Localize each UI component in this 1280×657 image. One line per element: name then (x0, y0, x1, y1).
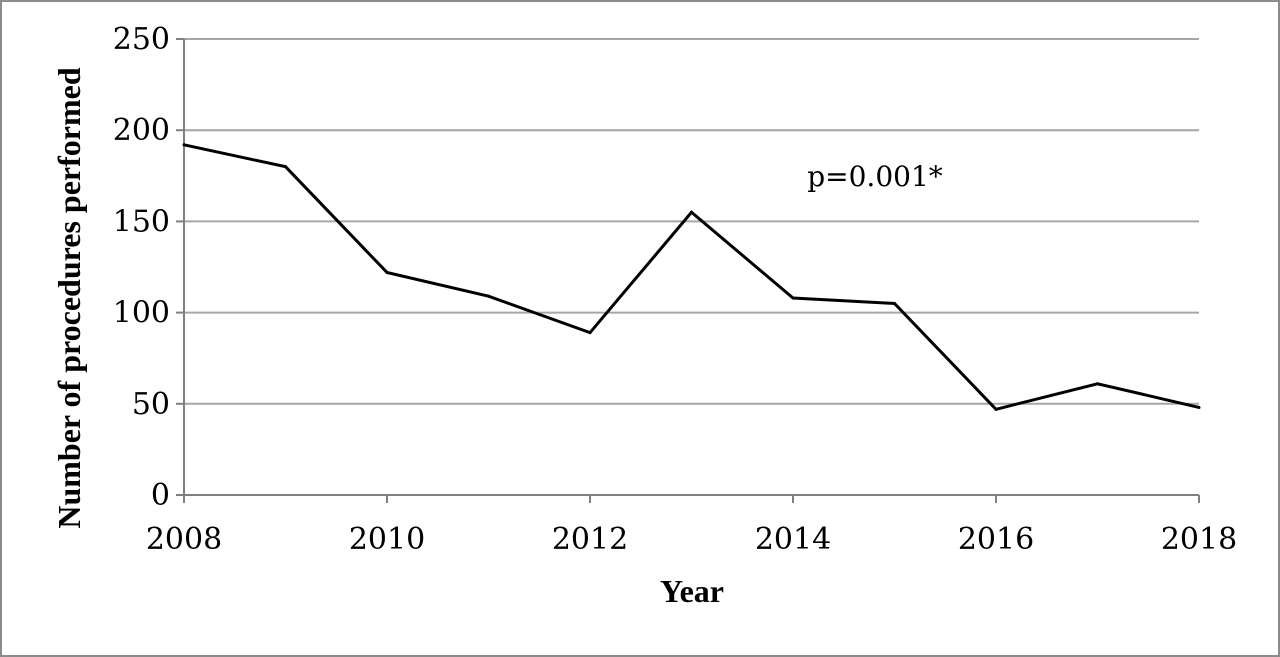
x-tick-label: 2010 (349, 522, 425, 557)
data-point-2012 (588, 331, 592, 335)
data-point-2017 (1096, 382, 1099, 386)
data-point-2015 (893, 301, 896, 305)
data-point-2010 (385, 270, 389, 274)
data-point-2013 (690, 210, 693, 214)
data-point-2018 (1197, 405, 1201, 409)
x-tick-label: 2016 (958, 522, 1034, 557)
data-point-2011 (487, 294, 490, 298)
data-point-2016 (994, 407, 998, 411)
x-tick-label: 2012 (552, 522, 628, 557)
x-tick-label: 2014 (755, 522, 831, 557)
data-point-2008 (182, 143, 186, 147)
y-tick-label: 250 (113, 22, 170, 57)
series (182, 143, 1201, 411)
y-axis-title: Number of procedures performed (51, 67, 87, 528)
x-axis-title: Year (660, 573, 724, 609)
axes (176, 38, 1200, 503)
data-point-2009 (284, 165, 287, 169)
y-tick-label: 200 (113, 113, 170, 148)
data-point-2014 (791, 296, 795, 300)
y-tick-label: 150 (113, 204, 170, 239)
y-tick-label: 100 (113, 296, 170, 331)
gridlines (184, 38, 1199, 405)
x-tick-label: 2018 (1161, 522, 1237, 557)
x-tick-label: 2008 (146, 522, 222, 557)
y-tick-label: 50 (132, 387, 170, 422)
p-value-annotation: p=0.001* (807, 160, 943, 193)
x-tick-labels: 2008 2010 2012 2014 2016 2018 (146, 522, 1237, 557)
y-tick-label: 0 (151, 478, 170, 513)
y-tick-labels: 0 50 100 150 200 250 (113, 22, 170, 513)
